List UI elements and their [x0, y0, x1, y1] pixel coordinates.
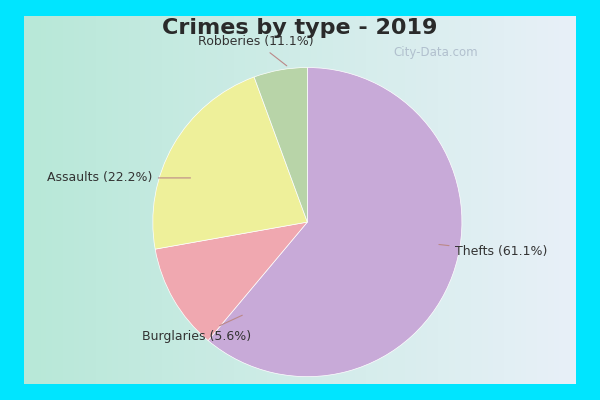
Text: Assaults (22.2%): Assaults (22.2%): [47, 172, 191, 184]
Text: Crimes by type - 2019: Crimes by type - 2019: [163, 18, 437, 38]
Wedge shape: [155, 222, 307, 340]
Text: Robberies (11.1%): Robberies (11.1%): [198, 35, 314, 66]
Wedge shape: [153, 77, 307, 249]
Wedge shape: [208, 68, 462, 377]
Text: City-Data.com: City-Data.com: [394, 46, 478, 59]
Text: Thefts (61.1%): Thefts (61.1%): [439, 244, 547, 258]
Text: Burglaries (5.6%): Burglaries (5.6%): [142, 315, 251, 343]
Wedge shape: [254, 68, 307, 222]
